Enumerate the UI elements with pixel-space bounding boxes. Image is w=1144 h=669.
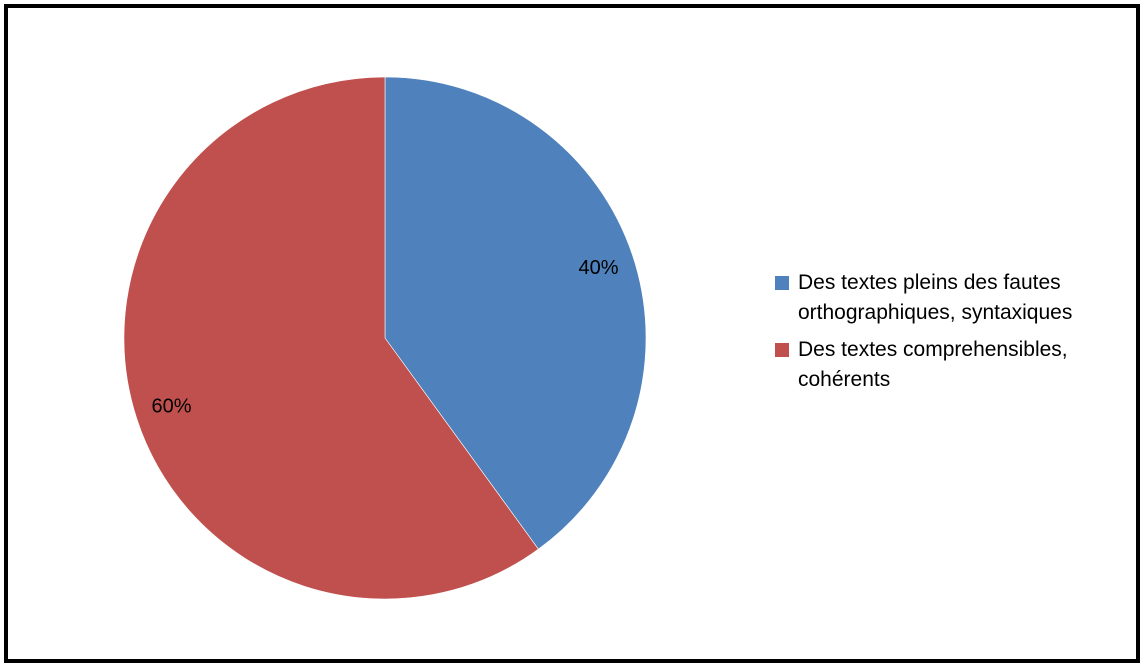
chart-legend: Des textes pleins des fautes orthographi… <box>775 268 1120 402</box>
pie-data-label-1: 40% <box>578 257 618 279</box>
legend-label-fautes: Des textes pleins des fautes orthographi… <box>798 271 1073 324</box>
pie-slice-des-textes-comprehensibles-coherents <box>123 76 539 600</box>
pie-slice-des-textes-pleins-des-fautes-orthographi <box>384 76 647 550</box>
legend-swatch-red <box>775 343 789 357</box>
legend-item-comprehensibles: Des textes comprehensibles, cohérents <box>775 335 1120 395</box>
pie-data-label-2: 60% <box>152 396 192 418</box>
legend-swatch-blue <box>775 276 789 290</box>
legend-item-fautes: Des textes pleins des fautes orthographi… <box>775 268 1120 328</box>
legend-label-comprehensibles: Des textes comprehensibles, cohérents <box>798 338 1068 391</box>
